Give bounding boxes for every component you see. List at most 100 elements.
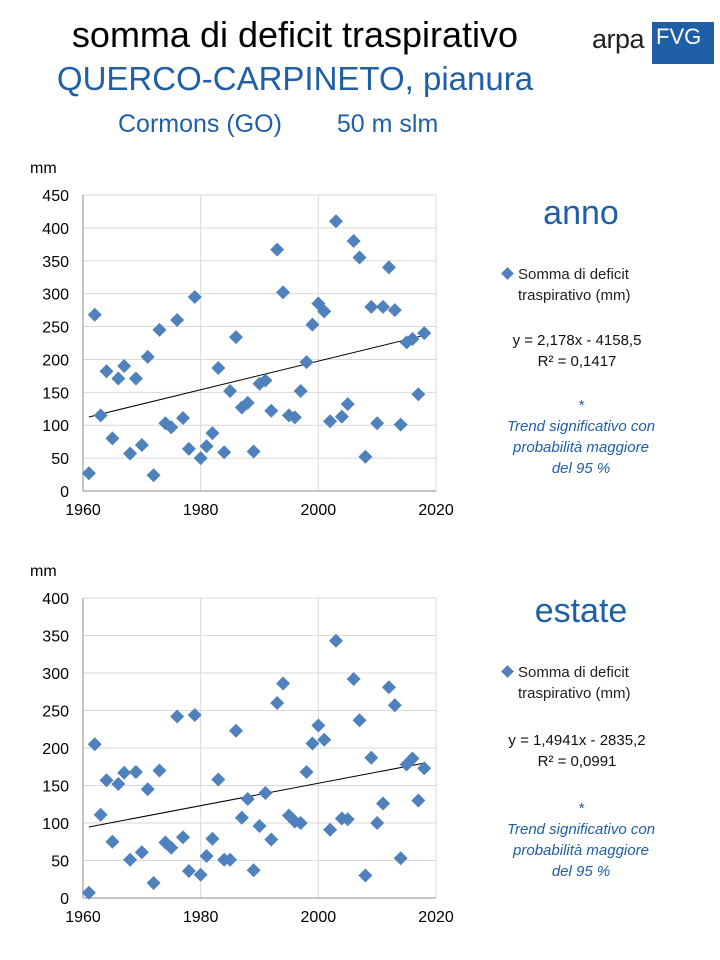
y-tick-label: 100 xyxy=(42,816,69,833)
y-tick-label: 350 xyxy=(42,254,69,271)
trendline xyxy=(88,334,425,418)
legend-text-2: traspirativo (mm) xyxy=(518,287,631,304)
data-point xyxy=(417,761,432,776)
y-axis-label: mm xyxy=(30,160,57,177)
data-point xyxy=(134,437,149,452)
data-point xyxy=(105,834,120,849)
note-line-3: del 95 % xyxy=(551,460,611,477)
data-point xyxy=(352,713,367,728)
legend-marker-icon xyxy=(501,665,514,678)
chart-label-estate: estate xyxy=(534,592,628,630)
note-line-1: Trend significativo con xyxy=(506,821,656,838)
data-point xyxy=(252,819,267,833)
data-point xyxy=(146,468,161,483)
x-tick-label: 2000 xyxy=(301,502,337,519)
trendline xyxy=(88,762,425,828)
data-point xyxy=(276,285,291,300)
data-point xyxy=(246,444,261,459)
data-point xyxy=(358,868,373,883)
station-info: Cormons (GO) 50 m slm xyxy=(118,110,486,139)
data-point xyxy=(128,371,143,386)
legend-estate: Somma di deficit traspirativo (mm) xyxy=(501,662,631,704)
data-point xyxy=(234,810,249,825)
y-tick-label: 300 xyxy=(42,666,69,683)
data-point xyxy=(381,260,396,275)
data-point xyxy=(311,718,326,733)
note-line-2: probabilità maggiore xyxy=(513,439,649,456)
data-point xyxy=(328,214,343,229)
y-tick-label: 150 xyxy=(42,779,69,796)
data-point xyxy=(323,414,338,429)
data-point xyxy=(117,765,132,780)
data-point xyxy=(358,449,373,464)
data-point xyxy=(93,807,108,822)
legend-text-1: Somma di deficit xyxy=(518,664,629,681)
data-point xyxy=(317,304,332,319)
data-point xyxy=(228,723,243,738)
data-point xyxy=(176,830,191,845)
data-point xyxy=(393,851,408,866)
page-title: somma di deficit traspirativo xyxy=(71,14,519,55)
data-point xyxy=(164,840,179,855)
data-point xyxy=(105,431,120,446)
data-point xyxy=(176,410,191,425)
data-point xyxy=(305,736,320,751)
data-point xyxy=(264,832,279,847)
data-point xyxy=(346,672,361,686)
y-tick-label: 0 xyxy=(60,891,69,908)
data-point xyxy=(376,796,391,811)
legend-anno: Somma di deficit traspirativo (mm) xyxy=(501,264,631,306)
data-point xyxy=(152,763,167,778)
data-point xyxy=(364,299,379,314)
data-point xyxy=(217,445,232,460)
y-tick-label: 0 xyxy=(60,484,69,501)
data-point xyxy=(334,409,349,424)
x-tick-label: 1980 xyxy=(183,909,219,926)
data-point xyxy=(323,822,338,837)
data-point xyxy=(340,397,355,412)
data-point xyxy=(387,698,402,713)
data-point xyxy=(246,863,261,878)
note-line-3: del 95 % xyxy=(551,863,611,880)
legend-text-2: traspirativo (mm) xyxy=(518,685,631,702)
data-point xyxy=(81,466,96,481)
chart-label-anno: anno xyxy=(543,194,619,232)
y-tick-label: 200 xyxy=(42,741,69,758)
data-point xyxy=(328,633,343,648)
equation-text: y = 2,178x - 4158,5 xyxy=(512,332,642,349)
data-point xyxy=(370,816,385,830)
data-point xyxy=(140,349,155,364)
data-point xyxy=(223,384,238,399)
equation-text: y = 1,4941x - 2835,2 xyxy=(508,732,646,749)
data-point xyxy=(270,242,285,257)
data-point xyxy=(305,317,320,332)
data-point xyxy=(205,426,220,441)
x-tick-label: 1960 xyxy=(65,909,101,926)
data-point xyxy=(205,831,220,846)
data-point xyxy=(199,439,214,454)
note-star: * xyxy=(578,397,584,414)
data-point xyxy=(128,765,143,779)
x-tick-label: 2000 xyxy=(301,909,337,926)
data-point xyxy=(346,234,361,249)
logo-arpa-text: arpa xyxy=(592,24,645,54)
legend-text-1: Somma di deficit xyxy=(518,266,629,283)
data-point xyxy=(270,696,285,710)
y-axis-label: mm xyxy=(30,563,57,580)
data-point xyxy=(376,299,391,314)
data-point xyxy=(152,322,167,337)
data-point xyxy=(187,289,202,304)
data-point xyxy=(99,773,114,788)
x-tick-label: 1980 xyxy=(183,502,219,519)
data-point xyxy=(287,410,302,425)
data-point xyxy=(411,387,426,402)
scatter-chart-estate: 0 50 100 150 200 250 300 350 400 1960 1980 2000 2020… xyxy=(30,563,454,926)
significance-note-estate: * Trend significativo con probabilità ma… xyxy=(481,798,681,882)
y-tick-label: 50 xyxy=(51,854,69,871)
data-point xyxy=(387,303,402,318)
note-star: * xyxy=(578,800,584,817)
data-point xyxy=(99,364,114,379)
station-location: Cormons (GO) xyxy=(118,110,282,138)
x-tick-label: 2020 xyxy=(418,502,454,519)
data-point xyxy=(240,792,255,806)
